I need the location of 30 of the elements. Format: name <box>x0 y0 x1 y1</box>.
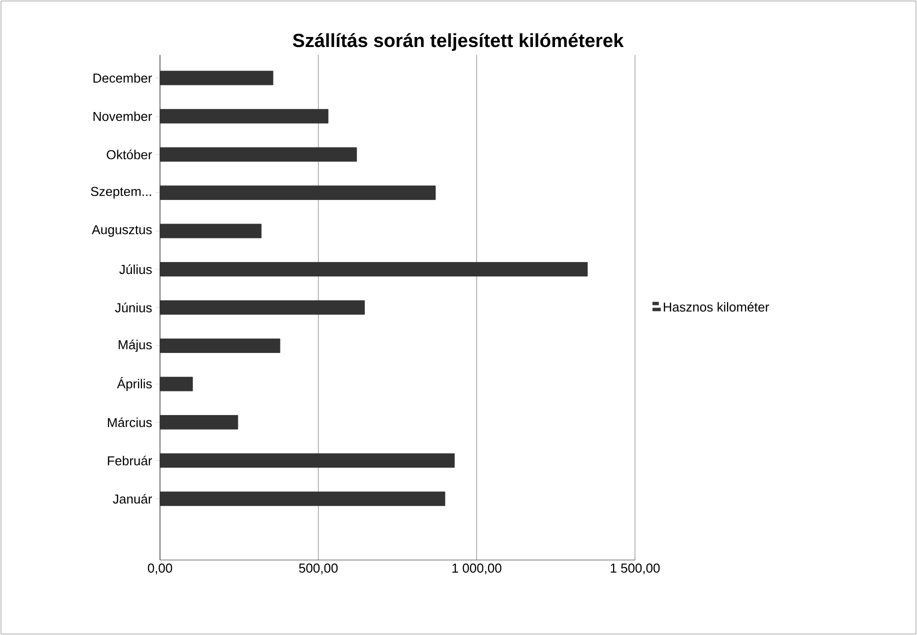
legend-label: Hasznos kilométer <box>664 302 770 312</box>
y-tick-label: Október <box>106 150 152 160</box>
y-tick-label: December <box>94 73 152 83</box>
y-tick-label: Január <box>112 494 152 504</box>
bar <box>160 109 328 124</box>
y-tick-label: November <box>94 111 152 121</box>
bar <box>160 70 274 86</box>
x-tick-label: 1 500,00 <box>610 564 660 574</box>
y-tick-label: Július <box>119 264 152 274</box>
bar <box>160 147 357 162</box>
chart-title: Szállítás során teljesített kilóméterek <box>292 33 624 51</box>
bar <box>160 492 446 506</box>
y-tick-label: Április <box>116 377 152 391</box>
x-tick-label: 1 000,00 <box>452 564 502 574</box>
x-tick-label: 500,00 <box>299 564 338 574</box>
y-tick-label: Május <box>118 340 152 352</box>
bar <box>160 415 238 430</box>
y-tick-label: Június <box>114 302 152 312</box>
bar <box>160 300 365 315</box>
y-tick-label: Február <box>108 456 152 466</box>
bar <box>160 376 193 392</box>
y-tick-label: Március <box>108 417 152 428</box>
bar <box>160 338 280 353</box>
bar <box>160 262 588 276</box>
y-tick-label: Augusztus <box>92 225 152 237</box>
x-tick-label: 0,00 <box>148 564 172 574</box>
bar <box>160 453 455 468</box>
bar <box>160 224 262 238</box>
bar <box>160 186 436 200</box>
y-tick-label: Szeptem... <box>90 186 152 199</box>
